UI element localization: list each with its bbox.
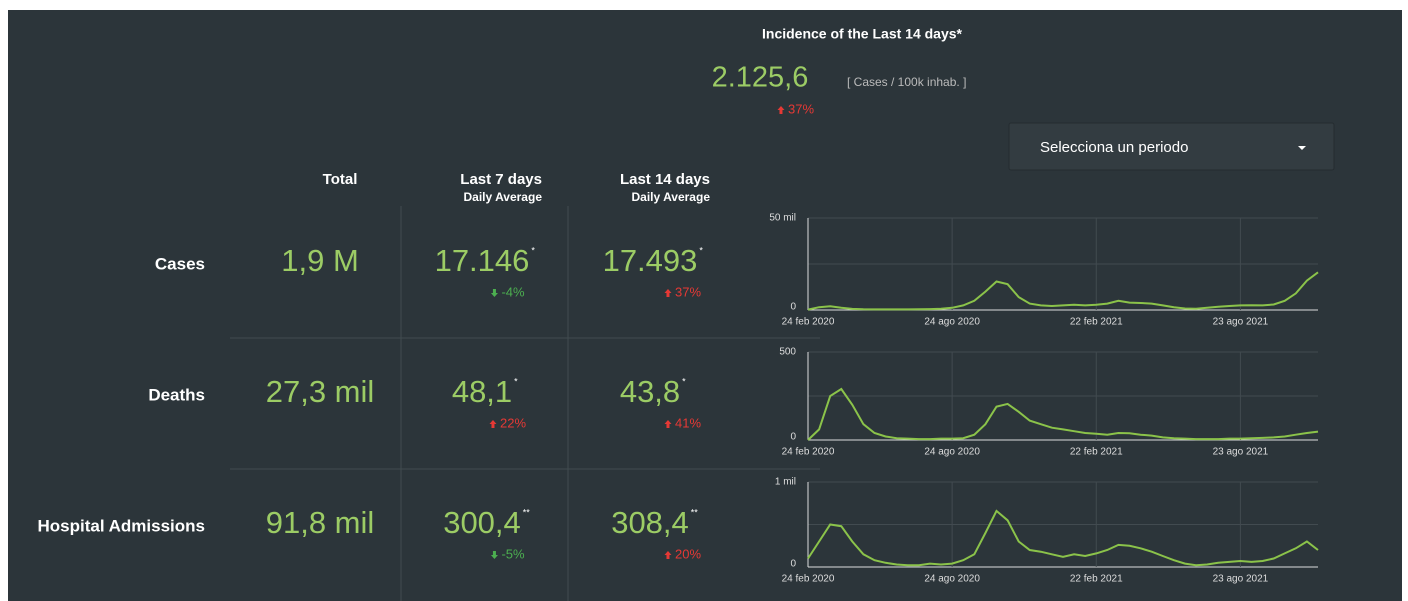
metric-note: *: [514, 376, 518, 386]
x-tick-label: 24 feb 2020: [782, 574, 835, 585]
dropdown-box[interactable]: [1008, 122, 1335, 171]
trend-arrow: [489, 420, 497, 428]
dropdown-caret[interactable]: [1298, 146, 1306, 150]
trend-arrow: [777, 106, 785, 114]
column-title: Last 14 days: [620, 171, 710, 188]
x-tick-label: 24 feb 2020: [782, 317, 835, 328]
change-label: -5%: [501, 546, 525, 561]
metric-value: 48,1: [452, 374, 512, 409]
metric-note: **: [691, 507, 699, 517]
total-value: 27,3 mil: [266, 374, 375, 409]
metric-note: **: [523, 507, 531, 517]
change-label: 37%: [675, 284, 701, 299]
x-tick-label: 24 ago 2020: [924, 574, 980, 585]
metric-note: *: [699, 245, 703, 255]
x-tick-label: 22 feb 2021: [1070, 574, 1123, 585]
y-tick-label: 0: [790, 432, 796, 443]
y-tick-label: 0: [790, 302, 796, 313]
total-value: 1,9 M: [281, 243, 359, 278]
y-tick-label: 0: [790, 559, 796, 570]
trend-arrow: [664, 551, 672, 559]
row-label: Hospital Admissions: [37, 516, 205, 535]
panel: [8, 10, 1402, 601]
change-label: 22%: [500, 415, 526, 430]
change-label: 20%: [675, 546, 701, 561]
y-tick-label: 50 mil: [769, 213, 796, 224]
x-tick-label: 24 ago 2020: [924, 317, 980, 328]
incidence-value: 2.125,6: [712, 62, 809, 94]
metric-value: 43,8: [620, 374, 680, 409]
trend-arrow: [490, 551, 498, 559]
metric-value: 17.146: [435, 243, 530, 278]
change-label: 41%: [675, 415, 701, 430]
dropdown-label[interactable]: Selecciona un periodo: [1040, 139, 1188, 156]
metric-value: 300,4: [443, 505, 521, 540]
change-label: 37%: [788, 101, 814, 116]
column-title: Last 7 days: [460, 171, 542, 188]
x-tick-label: 24 feb 2020: [782, 447, 835, 458]
trend-arrow: [664, 420, 672, 428]
incidence-title: Incidence of the Last 14 days*: [762, 26, 963, 42]
series-line: [807, 509, 1319, 567]
trend-arrow: [664, 289, 672, 297]
metric-note: *: [531, 245, 535, 255]
dropdown[interactable]: Selecciona un periodo: [1008, 122, 1335, 171]
row-label: Cases: [155, 254, 205, 273]
series-line: [807, 387, 1319, 441]
y-tick-label: 500: [779, 347, 796, 358]
row-label: Deaths: [148, 385, 205, 404]
column-subtitle: Daily Average: [632, 190, 711, 204]
metric-value: 308,4: [611, 505, 689, 540]
column-title: Total: [323, 171, 358, 188]
x-tick-label: 22 feb 2021: [1070, 447, 1123, 458]
x-tick-label: 22 feb 2021: [1070, 317, 1123, 328]
change-label: -4%: [501, 284, 525, 299]
x-tick-label: 23 ago 2021: [1213, 447, 1269, 458]
series-line: [807, 271, 1319, 311]
column-subtitle: Daily Average: [464, 190, 543, 204]
y-tick-label: 1 mil: [775, 477, 796, 488]
x-tick-label: 23 ago 2021: [1213, 317, 1269, 328]
metric-note: *: [682, 376, 686, 386]
incidence-unit: [ Cases / 100k inhab. ]: [847, 75, 966, 89]
total-value: 91,8 mil: [266, 505, 375, 540]
metric-value: 17.493: [603, 243, 698, 278]
x-tick-label: 24 ago 2020: [924, 447, 980, 458]
trend-arrow: [490, 289, 498, 297]
x-tick-label: 23 ago 2021: [1213, 574, 1269, 585]
